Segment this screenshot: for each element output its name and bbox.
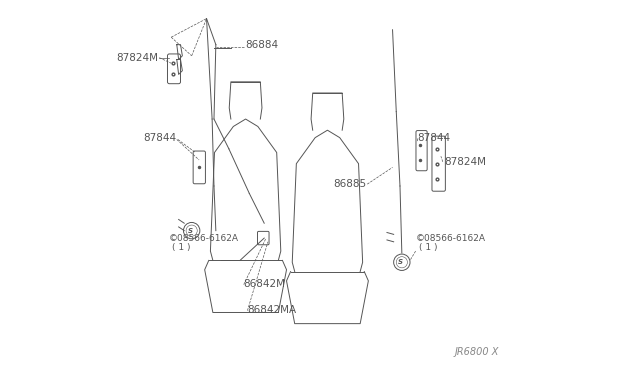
FancyBboxPatch shape (432, 136, 445, 191)
Text: 86842M: 86842M (244, 279, 285, 289)
Text: S: S (398, 259, 403, 265)
FancyBboxPatch shape (257, 231, 269, 245)
Text: ©08566-6162A: ©08566-6162A (415, 234, 486, 243)
FancyBboxPatch shape (416, 131, 427, 171)
Text: 86885: 86885 (333, 179, 367, 189)
Circle shape (186, 225, 197, 236)
Text: 87844: 87844 (143, 134, 177, 143)
Text: ©08566-6162A: ©08566-6162A (168, 234, 239, 243)
Text: 86842MA: 86842MA (248, 305, 296, 314)
Text: ( 1 ): ( 1 ) (172, 243, 190, 252)
Circle shape (184, 222, 200, 239)
Text: ( 1 ): ( 1 ) (419, 243, 437, 252)
Circle shape (394, 254, 410, 270)
Text: JR6800 X: JR6800 X (454, 347, 499, 357)
FancyBboxPatch shape (168, 54, 180, 84)
Text: 87824M: 87824M (444, 157, 486, 167)
Circle shape (396, 257, 408, 268)
FancyBboxPatch shape (193, 151, 205, 184)
Text: S: S (188, 228, 193, 234)
Text: 87824M: 87824M (116, 53, 158, 62)
Text: 87844: 87844 (417, 133, 451, 142)
Text: 86884: 86884 (245, 41, 278, 50)
